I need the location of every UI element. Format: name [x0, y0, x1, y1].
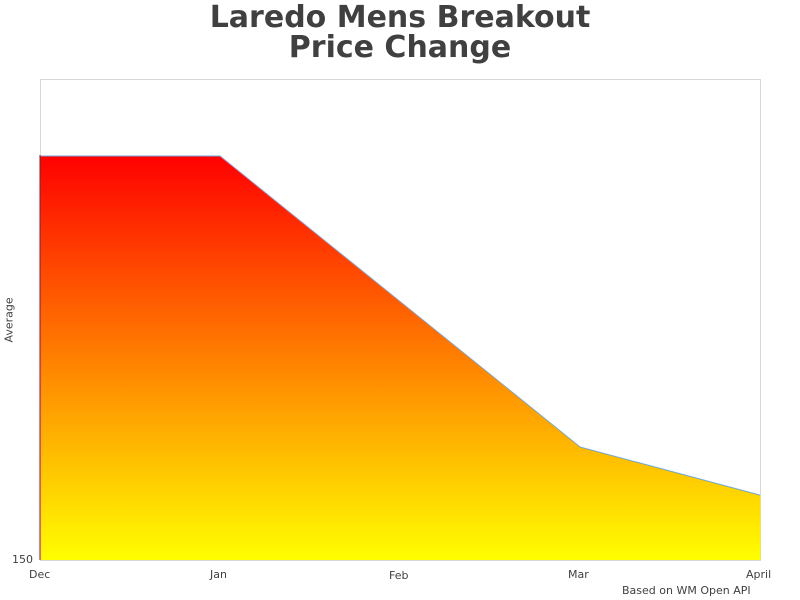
- series-line: [40, 155, 761, 496]
- x-tick-april: April: [746, 568, 772, 581]
- x-tick-feb: Feb: [389, 569, 409, 582]
- chart-title-line-1: Laredo Mens Breakout: [209, 0, 591, 35]
- area-fill: [40, 156, 760, 560]
- x-tick-mar: Mar: [568, 568, 589, 581]
- y-tick-150: 150: [12, 553, 33, 566]
- y-axis-label: Average: [2, 297, 16, 343]
- credit-text: Based on WM Open API: [622, 584, 751, 597]
- chart-title-line-2: Price Change: [288, 30, 512, 65]
- x-tick-jan: Jan: [210, 568, 227, 581]
- x-tick-dec: Dec: [29, 568, 51, 581]
